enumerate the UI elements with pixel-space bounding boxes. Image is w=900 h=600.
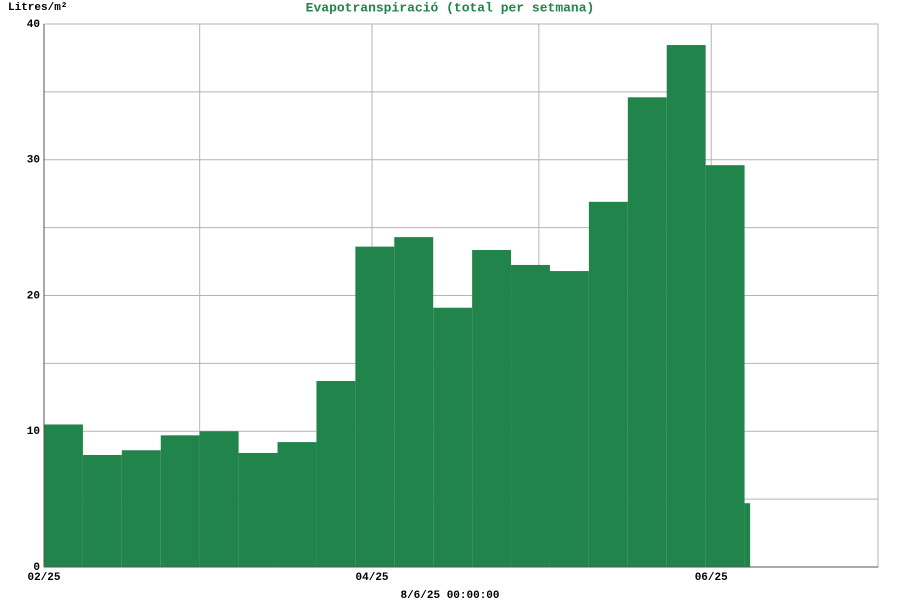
x-tick-label: 06/25 xyxy=(695,572,728,584)
chart-title: Evapotranspiració (total per setmana) xyxy=(306,0,595,15)
x-tick-label: 02/25 xyxy=(27,572,60,584)
bar xyxy=(121,450,161,567)
bar xyxy=(160,435,200,567)
bar xyxy=(394,237,434,567)
footer: 8/6/25 00:00:00 xyxy=(400,590,499,600)
bar xyxy=(355,246,395,567)
bar xyxy=(666,45,706,567)
y-tick-label: 0 xyxy=(33,562,40,574)
y-tick-label: 40 xyxy=(27,19,40,31)
bar xyxy=(238,452,278,567)
bar xyxy=(316,381,356,567)
bar xyxy=(549,271,589,567)
bar xyxy=(82,455,122,567)
y-tick-label: 30 xyxy=(27,155,40,167)
bar xyxy=(433,307,473,567)
bar xyxy=(44,424,83,567)
bar xyxy=(277,442,317,567)
bar xyxy=(588,201,628,567)
bar xyxy=(511,264,550,567)
bar xyxy=(472,250,512,567)
x-tick-label: 04/25 xyxy=(356,572,389,584)
bar xyxy=(199,431,239,567)
bar xyxy=(627,97,667,568)
y-tick-label: 20 xyxy=(27,290,40,302)
bar xyxy=(705,165,745,567)
y-tick-label: 10 xyxy=(27,426,40,438)
y-axis-label: Litres/m² xyxy=(8,2,67,14)
bar xyxy=(744,503,751,567)
